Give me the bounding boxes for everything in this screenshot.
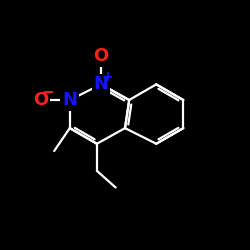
Text: +: + [102,70,113,84]
Text: N: N [62,91,77,109]
Text: O: O [94,47,109,65]
Text: N: N [94,76,108,93]
Text: −: − [42,85,54,100]
Text: O: O [33,91,48,109]
